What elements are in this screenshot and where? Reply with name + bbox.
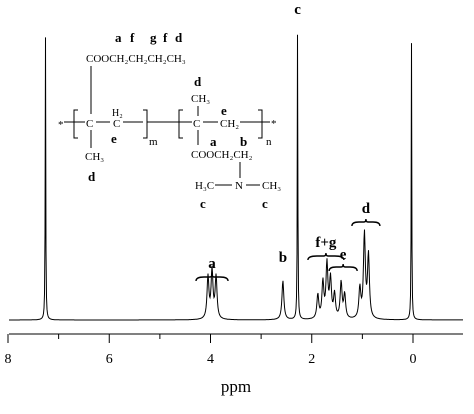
right-methylene-text: CH₂ (220, 118, 239, 130)
structure-label-a-top: a (115, 30, 122, 45)
star-left: * (58, 119, 64, 131)
structure-label-g-top: g (150, 30, 157, 45)
peak-brace-a (195, 273, 229, 282)
peak-labels: a bcf+ged (195, 2, 381, 282)
structure-label-d-left: d (88, 169, 96, 184)
structure-label-c-left: c (200, 196, 206, 211)
structure-label-f-top: f (130, 30, 135, 45)
left-methylene-carbon: C (113, 118, 120, 130)
right-quaternary-carbon: C (193, 118, 200, 130)
x-tick-label: 0 (410, 352, 417, 367)
structure-label-e-right: e (221, 103, 227, 118)
x-tick-label: 8 (5, 352, 12, 367)
left-h2-label: H₂ (112, 108, 123, 119)
structure-label-d-top: d (175, 30, 183, 45)
peak-label-a: a (208, 256, 216, 272)
x-tick-label: 4 (207, 352, 214, 367)
peak-label-c: c (294, 2, 301, 18)
peak-label-b: b (279, 250, 287, 266)
x-axis-label: ppm (221, 377, 251, 396)
bracket-left-open (73, 109, 78, 139)
peak-label-f-plus-g: f+g (315, 235, 337, 251)
structure-label-a-bottom: a (210, 134, 217, 149)
peak-label-e: e (340, 247, 347, 263)
left-quaternary-carbon: C (86, 118, 93, 130)
spectrum-trace (9, 34, 463, 321)
peak-brace-f-plus-g (307, 252, 345, 261)
bracket-right-close (258, 109, 263, 139)
structure-label-b-bottom: b (240, 134, 247, 149)
x-tick-label: 2 (308, 352, 315, 367)
left-methyl-text: CH₃ (85, 151, 104, 163)
amino-ester-text: COOCH₂CH₂ (191, 149, 253, 161)
x-axis-ticks: 8 6 4 2 0 (5, 334, 417, 367)
peak-label-d: d (362, 201, 371, 217)
dimethylamino-left-methyl: H₃C (195, 180, 214, 192)
structure-label-d-right: d (194, 74, 202, 89)
ester-chain-text: COOCH₂CH₂CH₂CH₃ (86, 53, 186, 65)
structure-label-f-top2: f (163, 30, 168, 45)
x-tick-label: 6 (106, 352, 113, 367)
subscript-n: n (266, 136, 272, 148)
dimethylamino-right-methyl: CH₃ (262, 180, 281, 192)
right-methyl-text: CH₃ (191, 93, 210, 105)
nitrogen-atom: N (235, 180, 243, 192)
peak-brace-e (328, 263, 358, 272)
structure-label-e-left: e (111, 131, 117, 146)
subscript-m: m (149, 136, 158, 148)
star-right: * (271, 118, 277, 130)
bracket-right-open (178, 109, 183, 139)
peak-brace-d (351, 218, 381, 227)
chemical-structure: a f g f d COOCH₂CH₂CH₂CH₃ * C H₂ C e CH₃… (58, 30, 281, 211)
bracket-left-close (143, 109, 148, 139)
structure-label-c-right: c (262, 196, 268, 211)
